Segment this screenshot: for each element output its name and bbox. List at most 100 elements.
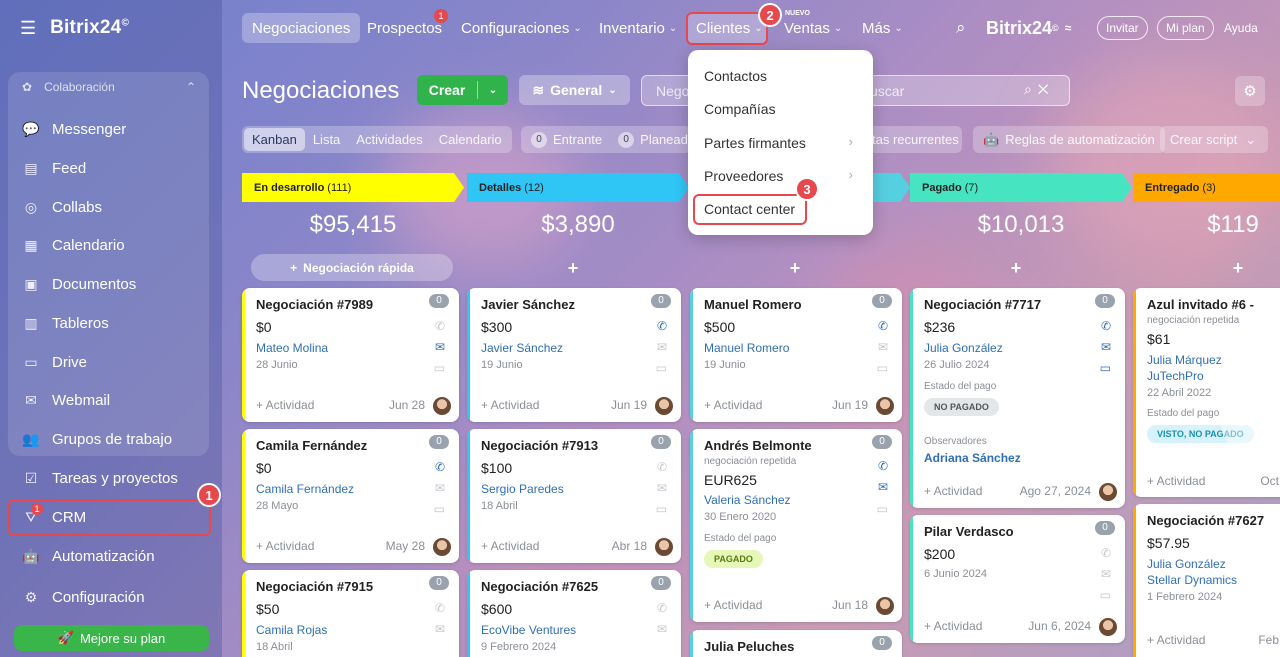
deal-title[interactable]: Camila Fernández xyxy=(256,438,368,453)
add-activity-link[interactable]: + Actividad xyxy=(924,619,983,633)
sidebar-item-tableros[interactable]: ▥ Tableros xyxy=(22,309,108,337)
automation-rules-button[interactable]: 🤖 Reglas de automatización xyxy=(973,126,1165,153)
deal-card[interactable]: Andrés Belmonte 0 negociación repetida E… xyxy=(690,429,902,622)
contact-link[interactable]: Valeria Sánchez xyxy=(704,493,791,507)
deal-title[interactable]: Negociación #7913 xyxy=(481,438,599,453)
sidebar-item-tareas[interactable]: ☑ Tareas y proyectos xyxy=(22,464,178,492)
add-deal-icon[interactable]: + xyxy=(1010,258,1022,278)
add-activity-link[interactable]: + Actividad xyxy=(1147,474,1206,488)
search-icon[interactable]: ⌕ xyxy=(956,18,966,37)
add-activity-link[interactable]: + Actividad xyxy=(704,598,763,612)
upgrade-plan-button[interactable]: 🚀 Mejore su plan xyxy=(14,625,209,651)
contact-link[interactable]: Julia González xyxy=(1147,557,1226,571)
deal-title[interactable]: Negociación #7717 xyxy=(924,297,1042,312)
phone-icon[interactable]: ✆ xyxy=(877,459,888,473)
avatar[interactable] xyxy=(655,397,673,415)
deal-title[interactable]: Azul invitado #6 - xyxy=(1147,297,1254,312)
pipeline-select[interactable]: ≋ General ⌄ xyxy=(519,75,630,105)
create-button[interactable]: Crear ⌄ xyxy=(417,75,508,105)
contact-link[interactable]: Sergio Paredes xyxy=(481,482,564,496)
contact-link[interactable]: Mateo Molina xyxy=(256,341,329,355)
deal-title[interactable]: Javier Sánchez xyxy=(481,297,575,312)
observer-link[interactable]: Adriana Sánchez xyxy=(924,451,1021,465)
phone-icon[interactable]: ✆ xyxy=(434,601,445,615)
tab-mas[interactable]: Más ⌄ xyxy=(862,19,903,37)
sidebar-item-configuracion[interactable]: ⚙ Configuración xyxy=(22,583,145,611)
my-plan-button[interactable]: Mi plan xyxy=(1157,16,1214,40)
tab-kanban[interactable]: Kanban xyxy=(244,128,305,151)
company-link[interactable]: JuTechPro xyxy=(1147,369,1204,383)
avatar[interactable] xyxy=(433,397,451,415)
mail-icon[interactable]: ✉ xyxy=(656,340,667,354)
comment-icon[interactable]: ▭ xyxy=(655,361,667,375)
quick-deal-button[interactable]: + Negociación rápida xyxy=(251,254,453,281)
sidebar-item-messenger[interactable]: 💬 Messenger xyxy=(22,120,127,138)
deal-title[interactable]: Julia Peluches xyxy=(704,639,795,654)
tab-calendario[interactable]: Calendario xyxy=(438,132,502,147)
mail-icon[interactable]: ✉ xyxy=(1100,567,1111,581)
scroll-right-button[interactable]: › xyxy=(1220,376,1280,462)
avatar[interactable] xyxy=(655,538,673,556)
add-activity-link[interactable]: + Actividad xyxy=(481,398,540,412)
company-link[interactable]: Stellar Dynamics xyxy=(1147,573,1238,587)
menu-icon[interactable]: ☰ xyxy=(20,17,37,38)
phone-icon[interactable]: ✆ xyxy=(656,460,667,474)
deal-card[interactable]: Negociación #7915 0 $50 ✆ Camila Rojas ✉… xyxy=(242,570,459,657)
phone-icon[interactable]: ✆ xyxy=(434,319,445,333)
add-deal-icon[interactable]: + xyxy=(789,258,801,278)
status-badge[interactable]: NO PAGADO xyxy=(924,398,999,416)
create-script-button[interactable]: Crear script ⌄ xyxy=(1160,126,1268,153)
contact-link[interactable]: Julia Márquez xyxy=(1147,353,1222,367)
phone-icon[interactable]: ✆ xyxy=(1100,546,1111,560)
logo[interactable]: Bitrix24© xyxy=(50,17,130,38)
tab-actividades[interactable]: Actividades xyxy=(356,132,423,147)
comment-icon[interactable]: ▭ xyxy=(876,502,888,516)
sidebar-item-calendario[interactable]: ▦ Calendario xyxy=(22,231,124,259)
add-activity-link[interactable]: + Actividad xyxy=(256,539,315,553)
mail-icon[interactable]: ✉ xyxy=(1100,340,1111,354)
contact-link[interactable]: Julia González xyxy=(924,341,1003,355)
chevron-up-icon[interactable]: ⌃ xyxy=(185,80,196,94)
sidebar-item-collabs[interactable]: ◎ Collabs xyxy=(22,193,102,221)
deal-title[interactable]: Manuel Romero xyxy=(704,297,802,312)
deal-card[interactable]: Javier Sánchez 0 $300 ✆ Javier Sánchez ✉… xyxy=(467,288,681,422)
add-activity-link[interactable]: + Actividad xyxy=(256,398,315,412)
sidebar-item-feed[interactable]: ▤ Feed xyxy=(22,154,86,182)
comment-icon[interactable]: ▭ xyxy=(433,502,445,516)
deal-card[interactable]: Negociación #7913 0 $100 ✆ Sergio Parede… xyxy=(467,429,681,563)
comment-icon[interactable]: ▭ xyxy=(1099,588,1111,602)
deal-card[interactable]: Negociación #7627 $57.95 Julia González … xyxy=(1133,504,1280,657)
deal-title[interactable]: Negociación #7989 xyxy=(256,297,374,312)
search-clear-icons[interactable]: ⌕✕ xyxy=(1024,81,1055,97)
menu-item-proveedores[interactable]: Proveedores xyxy=(704,168,784,184)
help-button[interactable]: Ayuda xyxy=(1224,21,1258,35)
menu-item-companias[interactable]: Compañías xyxy=(704,101,776,117)
deal-card[interactable]: Negociación #7625 0 $600 ✆ EcoVibe Ventu… xyxy=(467,570,681,657)
add-activity-link[interactable]: + Actividad xyxy=(924,484,983,498)
avatar[interactable] xyxy=(433,538,451,556)
deal-card[interactable]: Pilar Verdasco 0 $200 ✆ 6 Junio 2024 ✉ ▭… xyxy=(910,515,1125,643)
tab-configuraciones[interactable]: Configuraciones ⌄ xyxy=(461,19,582,37)
deal-title[interactable]: Pilar Verdasco xyxy=(924,524,1014,539)
phone-icon[interactable]: ✆ xyxy=(434,460,445,474)
recurring-button[interactable]: tas recurrentes xyxy=(862,126,962,153)
menu-item-contactos[interactable]: Contactos xyxy=(704,68,768,84)
stage-header[interactable]: Detalles (12) xyxy=(467,173,689,202)
deal-card[interactable]: Camila Fernández 0 $0 ✆ Camila Fernández… xyxy=(242,429,459,563)
comment-icon[interactable]: ▭ xyxy=(433,361,445,375)
stage-header[interactable]: Pagado (7) xyxy=(910,173,1132,202)
comment-icon[interactable]: ▭ xyxy=(1099,361,1111,375)
deal-card[interactable]: Negociación #7717 0 $236 ✆ Julia Gonzále… xyxy=(910,288,1125,508)
gear-icon[interactable]: ⚙ xyxy=(1235,76,1265,106)
tab-inventario[interactable]: Inventario ⌄ xyxy=(599,19,678,37)
avatar[interactable] xyxy=(876,597,894,615)
contact-link[interactable]: Camila Fernández xyxy=(256,482,355,496)
contact-link[interactable]: EcoVibe Ventures xyxy=(481,623,577,637)
mail-icon[interactable]: ✉ xyxy=(877,480,888,494)
stage-header[interactable]: Entregado (3) xyxy=(1133,173,1280,202)
mail-icon[interactable]: ✉ xyxy=(877,340,888,354)
add-activity-link[interactable]: + Actividad xyxy=(704,398,763,412)
counter-entrante[interactable]: 0 Entrante xyxy=(523,128,610,151)
menu-item-contact-center[interactable]: Contact center xyxy=(704,201,796,217)
invite-button[interactable]: Invitar xyxy=(1097,16,1148,40)
